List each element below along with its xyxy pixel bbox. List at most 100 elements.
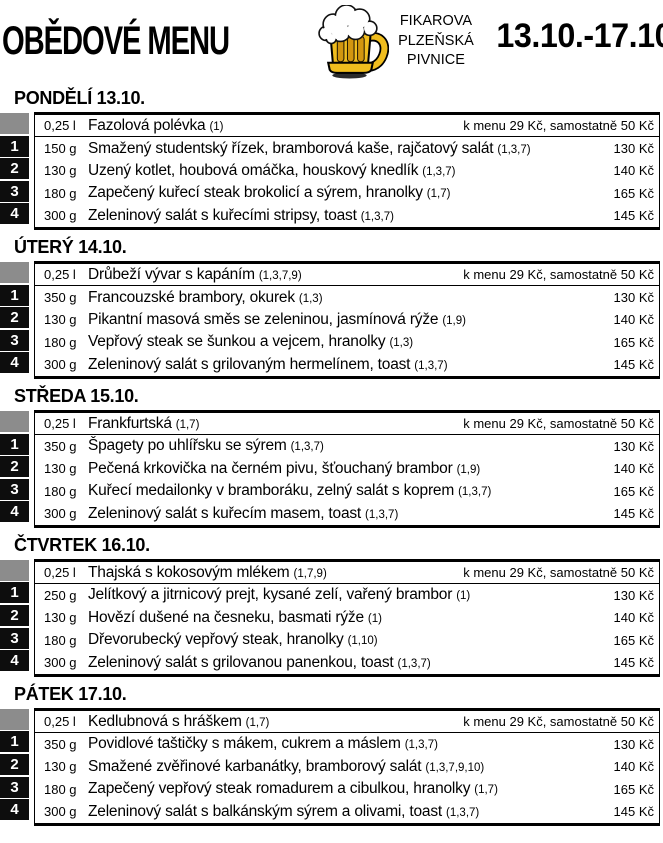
item-dish: Zeleninový salát s kuřecími stripsy, toa…: [88, 207, 394, 225]
item-dish: Pečená krkovička na černém pivu, šťoucha…: [88, 460, 480, 478]
soup-name: Frankfurtská: [88, 414, 172, 432]
item-price: 165 Kč: [613, 334, 654, 350]
soup-price-note: k menu 29 Kč, samostatně 50 Kč: [463, 714, 654, 729]
item-allergens: (1,3,7): [497, 143, 531, 156]
item-price: 140 Kč: [613, 163, 654, 179]
soup-volume: 0,25 l: [44, 416, 76, 432]
item-weight: 250 g: [44, 587, 77, 603]
item-weight: 180 g: [44, 185, 77, 201]
menu-item-row: 130 g Smažené zvěřinové karbanátky, bram…: [35, 756, 659, 778]
menu-date-range: 13.10.-17.10.2025: [496, 17, 663, 55]
soup-allergens: (1): [209, 120, 224, 133]
item-number-badge: 1: [0, 433, 29, 455]
table-content: 0,25 l Thajská s kokosovým mlékem (1,7,9…: [34, 558, 660, 677]
menu-item-row: 130 g Pečená krkovička na černém pivu, š…: [35, 458, 659, 480]
item-name: Špagety po uhlířsku se sýrem: [88, 437, 287, 455]
item-name: Francouzské brambory, okurek: [88, 288, 295, 306]
page-title-wrap: OBĚDOVÉ MENU: [2, 5, 313, 64]
menu-item-row: 180 g Zapečený vepřový steak romadurem a…: [35, 778, 659, 800]
item-dish: Vepřový steak se šunkou a vejcem, hranol…: [88, 333, 413, 351]
menu-item-row: 300 g Zeleninový salát s grilovanou pane…: [35, 651, 659, 673]
soup-badge: [0, 410, 29, 432]
item-weight: 130 g: [44, 312, 77, 328]
day-heading: PÁTEK 17.10.: [14, 683, 127, 704]
item-weight: 300 g: [44, 208, 77, 224]
table-content: 0,25 l Drůbeží vývar s kapáním (1,3,7,9)…: [34, 260, 660, 379]
day-heading: ČTVRTEK 16.10.: [14, 534, 150, 555]
soup-dish: Drůbeží vývar s kapáním (1,3,7,9): [88, 266, 302, 284]
day-section: PONDĚLÍ 13.10. 1 2 3 4 0,25 l Fazolová p…: [0, 88, 663, 230]
item-weight: 300 g: [44, 655, 77, 671]
menu-table: 1 2 3 4 0,25 l Drůbeží vývar s kapáním (…: [0, 260, 663, 379]
soup-row: 0,25 l Thajská s kokosovým mlékem (1,7,9…: [35, 562, 659, 585]
item-name: Zapečený vepřový steak romadurem a cibul…: [88, 780, 471, 798]
item-allergens: (1,3,7): [458, 486, 492, 499]
date-range-wrap: 13.10.-17.10.2025: [483, 5, 663, 56]
brand-name: FIKAROVA PLZEŇSKÁ PIVNICE: [389, 5, 483, 71]
item-weight: 130 g: [44, 759, 77, 775]
item-price: 140 Kč: [613, 610, 654, 626]
soup-row: 0,25 l Drůbeží vývar s kapáním (1,3,7,9)…: [35, 264, 659, 287]
item-price: 145 Kč: [613, 357, 654, 373]
item-number-badge: 3: [0, 329, 29, 351]
item-dish: Špagety po uhlířsku se sýrem (1,3,7): [88, 437, 324, 455]
item-weight: 150 g: [44, 141, 77, 157]
item-dish: Francouzské brambory, okurek (1,3): [88, 289, 323, 307]
soup-dish: Kedlubnová s hráškem (1,7): [88, 713, 269, 731]
day-section: ÚTERÝ 14.10. 1 2 3 4 0,25 l Drůbeží výva…: [0, 237, 663, 379]
item-price: 130 Kč: [613, 141, 654, 157]
item-name: Zeleninový salát s balkánským sýrem a ol…: [88, 802, 442, 820]
item-price: 130 Kč: [613, 438, 654, 454]
menu-table: 1 2 3 4 0,25 l Fazolová polévka (1) k me…: [0, 112, 663, 230]
item-dish: Jelítkový a jitrnicový prejt, kysané zel…: [88, 586, 470, 604]
soup-volume: 0,25 l: [44, 267, 76, 283]
soup-name: Thajská s kokosovým mlékem: [88, 563, 290, 581]
soup-row: 0,25 l Kedlubnová s hráškem (1,7) k menu…: [35, 711, 659, 734]
soup-row: 0,25 l Frankfurtská (1,7) k menu 29 Kč, …: [35, 413, 659, 436]
item-allergens: (1,9): [456, 463, 481, 476]
item-weight: 180 g: [44, 632, 77, 648]
item-number-badge: 4: [0, 650, 29, 672]
soup-allergens: (1,7,9): [293, 567, 327, 580]
brand-line-1: FIKAROVA: [399, 13, 473, 29]
item-weight: 350 g: [44, 736, 77, 752]
item-dish: Zapečený vepřový steak romadurem a cibul…: [88, 780, 498, 798]
item-number-badge: 1: [0, 582, 29, 604]
menu-item-row: 350 g Povidlové taštičky s mákem, cukrem…: [35, 733, 659, 755]
row-badges: 1 2 3 4: [0, 410, 29, 528]
item-weight: 130 g: [44, 163, 77, 179]
item-dish: Smažené zvěřinové karbanátky, bramborový…: [88, 758, 484, 776]
item-name: Zeleninový salát s kuřecími stripsy, toa…: [88, 206, 357, 224]
item-dish: Zeleninový salát s grilovanou panenkou, …: [88, 654, 431, 672]
menu-table: 1 2 3 4 0,25 l Kedlubnová s hráškem (1,7…: [0, 707, 663, 826]
soup-allergens: (1,7): [175, 418, 200, 431]
row-badges: 1 2 3 4: [0, 261, 29, 379]
item-number-badge: 2: [0, 754, 29, 775]
page-title: OBĚDOVÉ MENU: [2, 19, 230, 63]
row-badges: 1 2 3 4: [0, 112, 29, 230]
item-name: Dřevorubecký vepřový steak, hranolky: [88, 631, 344, 649]
item-name: Hovězí dušené na česneku, basmati rýže: [88, 608, 364, 626]
item-name: Zeleninový salát s grilovanou panenkou, …: [88, 653, 394, 671]
item-price: 165 Kč: [613, 483, 654, 499]
menu-item-row: 180 g Dřevorubecký vepřový steak, hranol…: [35, 629, 659, 651]
item-name: Pečená krkovička na černém pivu, šťoucha…: [88, 459, 453, 477]
row-badges: 1 2 3 4: [0, 559, 29, 677]
item-allergens: (1,3,7): [404, 739, 438, 752]
soup-badge: [0, 708, 29, 730]
beer-mug-icon: [313, 4, 390, 81]
item-dish: Hovězí dušené na česneku, basmati rýže (…: [88, 609, 382, 627]
item-price: 130 Kč: [613, 587, 654, 603]
brand-line-2: PLZEŇSKÁ: [398, 32, 474, 49]
soup-name: Fazolová polévka: [88, 116, 206, 134]
menu-item-row: 150 g Smažený studentský řízek, bramboro…: [35, 137, 659, 159]
item-allergens: (1): [367, 612, 382, 625]
menu-item-row: 130 g Pikantní masová směs se zeleninou,…: [35, 309, 659, 331]
soup-badge: [0, 559, 29, 581]
item-allergens: (1,3,7): [446, 806, 480, 819]
day-sections: PONDĚLÍ 13.10. 1 2 3 4 0,25 l Fazolová p…: [0, 88, 663, 826]
item-number-badge: 3: [0, 180, 29, 202]
item-allergens: (1,3,7,9,10): [425, 761, 485, 774]
item-name: Kuřecí medailonky v bramboráku, zelný sa…: [88, 482, 455, 500]
